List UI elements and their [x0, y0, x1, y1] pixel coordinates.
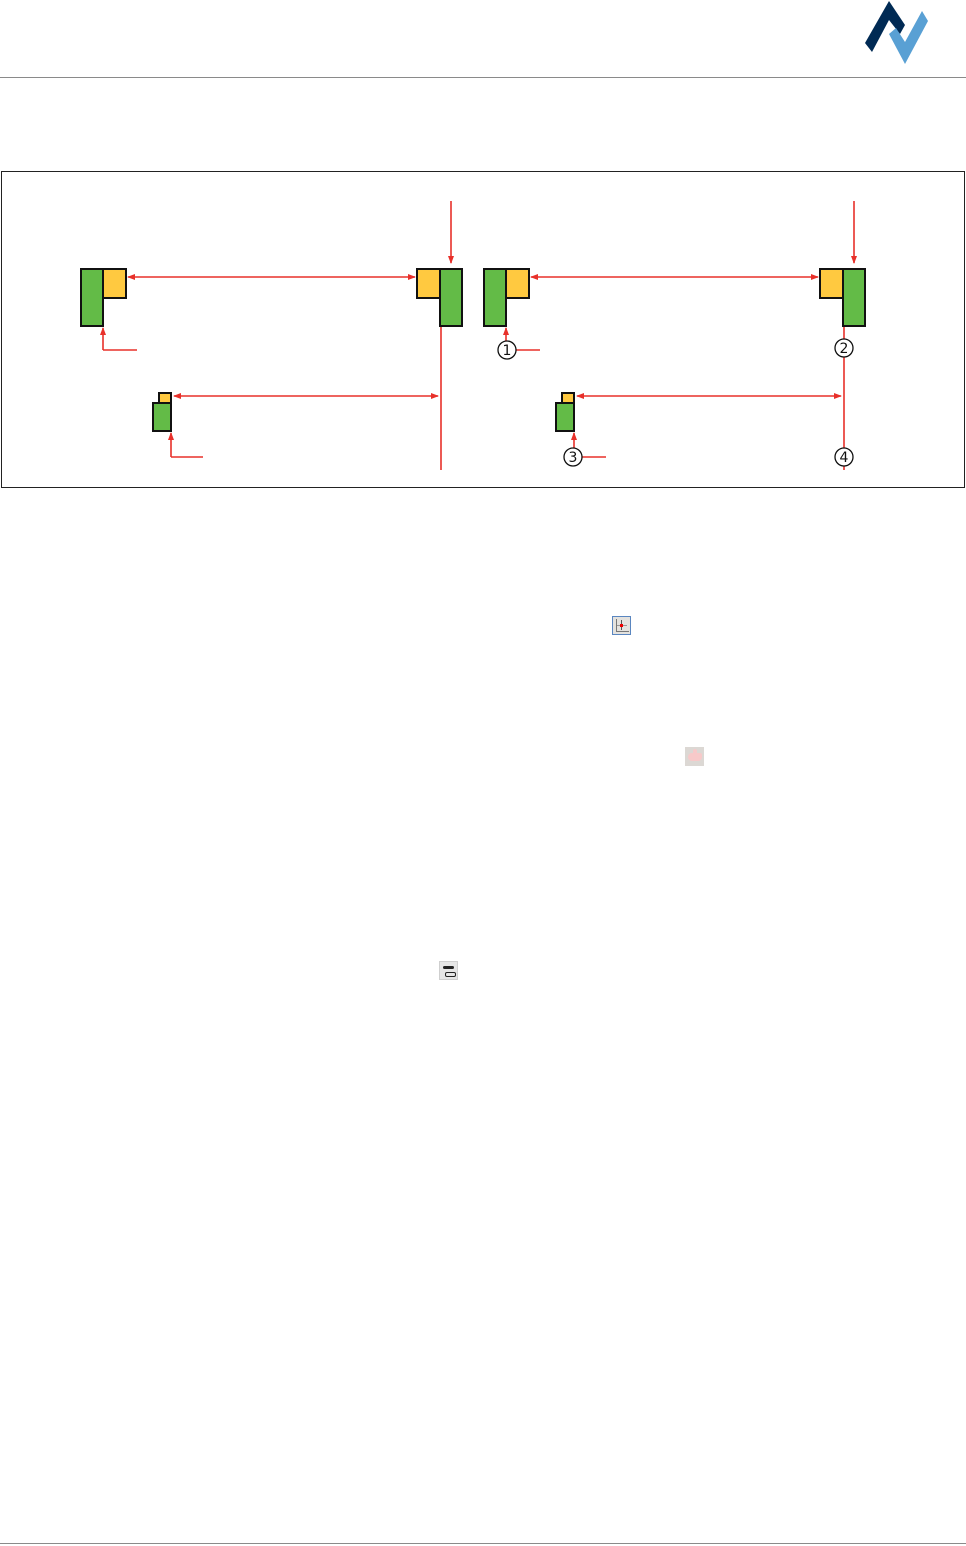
callout-circle-1 [497, 340, 517, 360]
header-divider [0, 77, 966, 78]
callout-label-3: 3 [569, 450, 578, 466]
diagram-left [80, 201, 463, 470]
callout-label-2: 2 [840, 341, 849, 357]
callout-label-4: 4 [840, 450, 849, 466]
large-component-green [80, 268, 104, 327]
crosshair-toolbar-icon [612, 616, 631, 635]
footer-divider [0, 1543, 966, 1544]
target-component-yellow [416, 268, 441, 299]
target-component-green [842, 268, 866, 327]
large-component-green [483, 268, 507, 327]
small-component-green [555, 402, 575, 432]
small-component-yellow [158, 392, 172, 404]
company-logo [865, 1, 928, 64]
callout-circle-2 [834, 338, 854, 358]
component-toolbar-icon [439, 961, 458, 980]
callout-circle-4 [834, 447, 854, 467]
small-component-green [152, 402, 172, 432]
large-component-yellow [505, 268, 530, 299]
diagram-right: 1 2 3 4 [483, 201, 866, 470]
callout-label-1: 1 [503, 343, 512, 359]
large-component-yellow [102, 268, 127, 299]
target-component-green [439, 268, 463, 327]
figure-frame [1, 171, 965, 488]
target-component-yellow [819, 268, 844, 299]
hand-pointer-icon [685, 747, 704, 766]
alignment-diagram: 1 2 3 4 [1, 171, 965, 488]
callout-circle-3 [563, 447, 583, 467]
small-component-yellow [561, 392, 575, 404]
